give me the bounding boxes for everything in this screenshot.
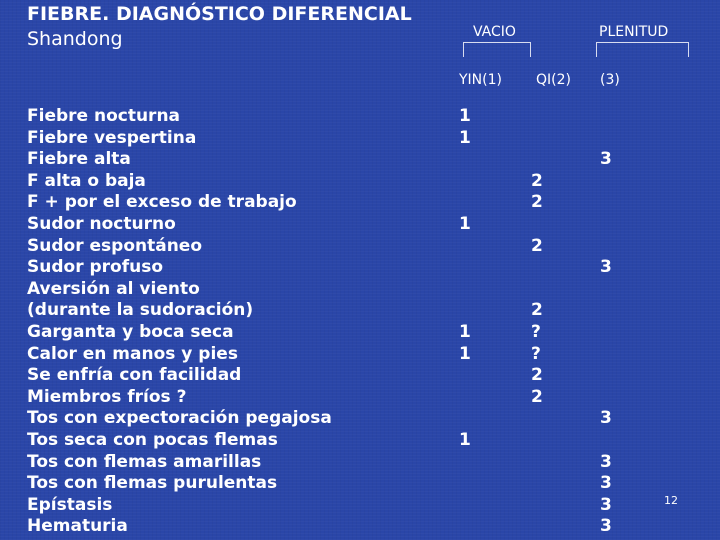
symptom-label: Aversión al viento — [27, 278, 200, 299]
symptom-label: Sudor profuso — [27, 257, 164, 278]
header-col3: (3) — [600, 72, 620, 88]
plenitud-bracket — [596, 42, 689, 57]
table-row: Se enfría con facilidad 2 — [0, 365, 720, 387]
table-row: Tos seca con pocas flemas 1 — [0, 430, 720, 452]
slide-subtitle: Shandong — [27, 28, 123, 50]
page-number: 12 — [664, 494, 678, 507]
table-row: Miembros fríos ? 2 — [0, 387, 720, 409]
plenitud-value: 3 — [600, 257, 612, 278]
plenitud-value: 3 — [600, 473, 612, 494]
qi-value: 2 — [531, 386, 543, 407]
yin-value: 1 — [459, 322, 471, 342]
table-row: Epístasis 3 — [0, 495, 720, 517]
table-row: Tos con flemas amarillas 3 — [0, 452, 720, 474]
symptom-label: Miembros fríos ? — [27, 386, 187, 407]
header-plenitud: PLENITUD — [599, 24, 669, 40]
symptom-label: Epístasis — [27, 494, 113, 515]
qi-value: 2 — [531, 170, 543, 191]
qi-value: 2 — [531, 365, 543, 386]
symptom-label: Tos con flemas purulentas — [27, 473, 278, 494]
symptom-label: Se enfría con facilidad — [27, 365, 242, 386]
plenitud-value: 3 — [600, 451, 612, 472]
plenitud-value: 3 — [600, 494, 612, 515]
header-vacio: VACIO — [473, 24, 516, 40]
header-yin: YIN(1) — [459, 72, 502, 88]
symptom-label: F + por el exceso de trabajo — [27, 192, 297, 213]
table-row: (durante la sudoración) 2 — [0, 300, 720, 322]
table-row: F alta o baja 2 — [0, 171, 720, 193]
symptom-label: Tos con flemas amarillas — [27, 451, 262, 472]
table-row: Fiebre nocturna 1 — [0, 106, 720, 128]
yin-value: 1 — [459, 127, 471, 148]
slide-title: FIEBRE. DIAGNÓSTICO DIFERENCIAL — [27, 3, 412, 25]
symptom-label: (durante la sudoración) — [27, 300, 254, 321]
symptom-label: Hematuria — [27, 516, 128, 537]
table-row: Tos con expectoración pegajosa 3 — [0, 408, 720, 430]
qi-value: 2 — [531, 300, 543, 321]
table-row: Garganta y boca seca 1? — [0, 322, 720, 344]
symptom-label: F alta o baja — [27, 170, 146, 191]
symptom-label: Fiebre vespertina — [27, 127, 197, 148]
vacio-bracket — [463, 42, 531, 57]
yin-value: 1 — [459, 106, 471, 126]
qi-value: 2 — [531, 235, 543, 256]
table-row: Calor en manos y pies 1? — [0, 344, 720, 366]
yin-value: 1 — [459, 214, 471, 234]
symptom-label: Sudor espontáneo — [27, 235, 203, 256]
qi-value: ? — [531, 322, 541, 342]
symptom-label: Sudor nocturno — [27, 214, 176, 234]
table-row: Hematuria 3 — [0, 516, 720, 538]
yin-value: 1 — [459, 343, 471, 364]
table-row: Sudor espontáneo 2 — [0, 236, 720, 258]
yin-value: 1 — [459, 430, 471, 450]
symptom-label: Fiebre alta — [27, 149, 131, 170]
plenitud-value: 3 — [600, 516, 612, 537]
table-row: Fiebre alta 3 — [0, 149, 720, 171]
table-row: Tos con flemas purulentas 3 — [0, 473, 720, 495]
table-row: Sudor profuso 3 — [0, 257, 720, 279]
table-row: Sudor nocturno 1 — [0, 214, 720, 236]
symptom-label: Tos seca con pocas flemas — [27, 430, 278, 450]
symptom-label: Garganta y boca seca — [27, 322, 234, 342]
table-row: Aversión al viento — [0, 279, 720, 301]
plenitud-value: 3 — [600, 149, 612, 170]
table-row: F + por el exceso de trabajo 2 — [0, 192, 720, 214]
header-qi: QI(2) — [536, 72, 571, 88]
symptom-label: Calor en manos y pies — [27, 343, 238, 364]
symptom-label: Fiebre nocturna — [27, 106, 181, 126]
table-row: Fiebre vespertina 1 — [0, 128, 720, 150]
symptom-label: Tos con expectoración pegajosa — [27, 408, 332, 429]
plenitud-value: 3 — [600, 408, 612, 429]
qi-value: 2 — [531, 192, 543, 213]
qi-value: ? — [531, 343, 541, 364]
